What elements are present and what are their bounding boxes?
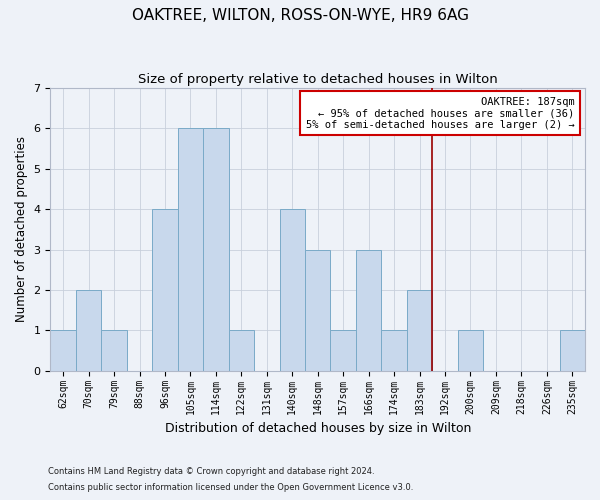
Bar <box>152 209 178 371</box>
Bar <box>407 290 432 371</box>
Text: OAKTREE: 187sqm
← 95% of detached houses are smaller (36)
5% of semi-detached ho: OAKTREE: 187sqm ← 95% of detached houses… <box>305 96 574 130</box>
Bar <box>382 330 407 371</box>
Text: OAKTREE, WILTON, ROSS-ON-WYE, HR9 6AG: OAKTREE, WILTON, ROSS-ON-WYE, HR9 6AG <box>131 8 469 22</box>
Bar <box>178 128 203 371</box>
Y-axis label: Number of detached properties: Number of detached properties <box>15 136 28 322</box>
Bar <box>280 209 305 371</box>
Text: Contains HM Land Registry data © Crown copyright and database right 2024.: Contains HM Land Registry data © Crown c… <box>48 468 374 476</box>
Title: Size of property relative to detached houses in Wilton: Size of property relative to detached ho… <box>138 72 497 86</box>
Bar <box>560 330 585 371</box>
Bar <box>50 330 76 371</box>
Bar <box>458 330 483 371</box>
Bar <box>203 128 229 371</box>
Bar <box>101 330 127 371</box>
Bar <box>356 250 382 371</box>
Bar <box>305 250 331 371</box>
Bar <box>229 330 254 371</box>
Text: Contains public sector information licensed under the Open Government Licence v3: Contains public sector information licen… <box>48 482 413 492</box>
Bar <box>331 330 356 371</box>
Bar <box>76 290 101 371</box>
X-axis label: Distribution of detached houses by size in Wilton: Distribution of detached houses by size … <box>164 422 471 435</box>
